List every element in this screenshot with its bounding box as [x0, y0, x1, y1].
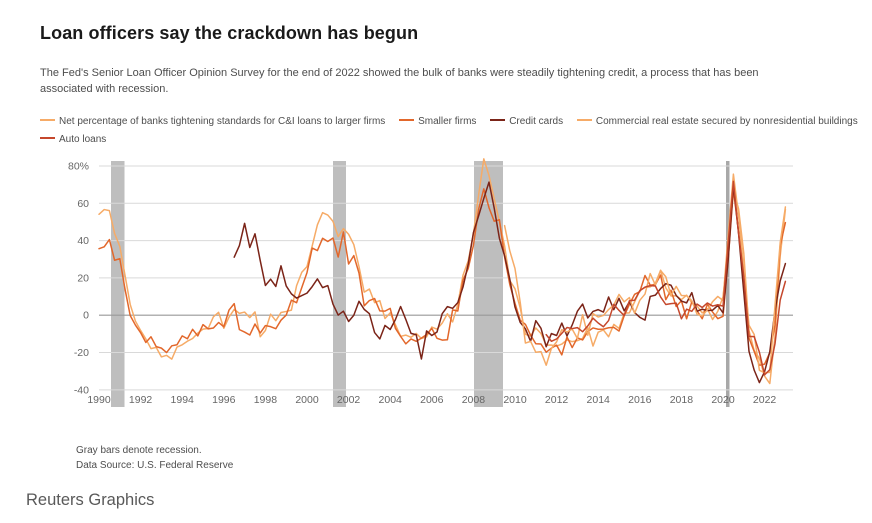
svg-text:1990: 1990: [87, 394, 111, 406]
svg-text:2022: 2022: [753, 394, 777, 406]
svg-text:2010: 2010: [503, 394, 527, 406]
svg-text:-20: -20: [74, 347, 89, 359]
svg-text:20: 20: [77, 272, 89, 284]
svg-text:2004: 2004: [379, 394, 403, 406]
svg-text:2012: 2012: [545, 394, 569, 406]
svg-text:2014: 2014: [587, 394, 611, 406]
svg-text:2002: 2002: [337, 394, 361, 406]
svg-text:2000: 2000: [295, 394, 319, 406]
svg-text:2006: 2006: [420, 394, 444, 406]
svg-text:1992: 1992: [129, 394, 153, 406]
svg-text:1998: 1998: [254, 394, 278, 406]
svg-text:1994: 1994: [171, 394, 195, 406]
svg-text:40: 40: [77, 235, 89, 247]
svg-text:1996: 1996: [212, 394, 236, 406]
svg-text:0: 0: [83, 310, 89, 322]
svg-text:80%: 80%: [68, 160, 89, 172]
svg-text:2016: 2016: [628, 394, 652, 406]
svg-text:2008: 2008: [462, 394, 486, 406]
svg-text:60: 60: [77, 198, 89, 210]
svg-text:2018: 2018: [670, 394, 694, 406]
svg-text:2020: 2020: [711, 394, 735, 406]
